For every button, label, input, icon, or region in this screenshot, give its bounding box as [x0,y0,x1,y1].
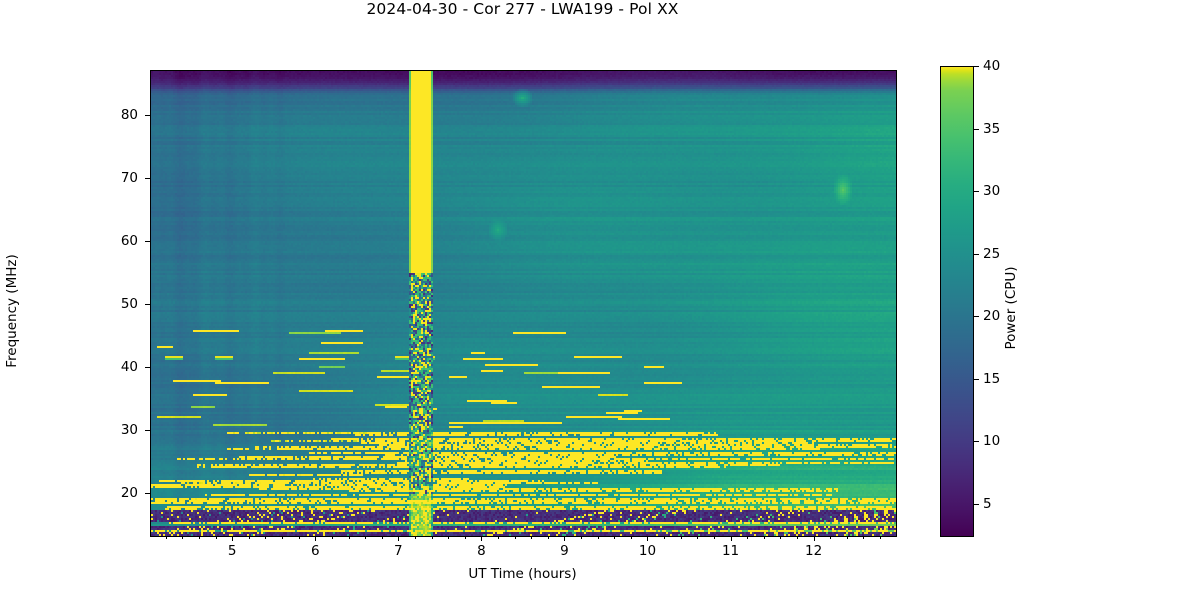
x-tick-major [647,536,649,541]
x-tick-minor [880,536,882,539]
colorbar-tick-label: 40 [983,58,1001,74]
y-tick-label: 40 [120,359,138,376]
y-tick-label: 80 [120,107,138,124]
x-tick-minor [248,536,250,539]
colorbar-tick-label: 15 [983,370,1001,387]
colorbar-tick-label: 35 [983,120,1001,137]
x-tick-major [564,536,566,541]
colorbar-tick [974,128,979,130]
x-tick-major [813,536,815,541]
x-tick-minor [431,536,433,539]
colorbar-tick [974,378,979,380]
x-tick-label: 12 [805,543,823,559]
x-tick-minor [464,536,466,539]
x-tick-label: 11 [721,543,740,559]
colorbar-tick [974,191,979,193]
colorbar [940,66,974,537]
y-tick-major [145,430,150,432]
x-tick-minor [863,536,865,539]
x-tick-minor [199,536,200,539]
y-tick-major [145,241,150,243]
x-tick-minor [497,536,499,539]
spectrogram-pixels [151,71,896,536]
x-tick-minor [664,536,666,539]
x-tick-minor [597,536,599,539]
x-tick-minor [830,536,832,539]
x-tick-minor [780,536,782,539]
colorbar-tick-label: 5 [983,495,992,512]
x-tick-minor [713,536,715,539]
y-tick-label: 20 [120,485,138,502]
x-tick-minor [630,536,632,539]
x-tick-minor [265,536,267,539]
x-tick-major [232,536,234,541]
x-tick-label: 8 [477,543,486,559]
x-tick-label: 7 [394,543,403,559]
x-tick-minor [531,536,533,539]
y-tick-major [145,367,150,369]
x-tick-major [398,536,400,541]
x-tick-label: 10 [638,543,657,559]
x-tick-minor [165,536,167,539]
y-tick-label: 60 [120,233,138,250]
y-tick-label: 70 [120,170,138,187]
y-tick-label: 50 [120,296,138,313]
x-tick-label: 5 [227,543,237,559]
x-tick-minor [680,536,682,539]
y-tick-major [145,493,150,495]
x-tick-minor [697,536,699,539]
x-tick-minor [331,536,333,539]
x-tick-minor [763,536,765,539]
x-tick-minor [381,536,383,539]
x-tick-minor [348,536,350,539]
x-tick-major [730,536,732,541]
colorbar-tick [974,441,979,443]
x-tick-major [315,536,317,541]
x-tick-major [481,536,483,541]
x-tick-minor [182,536,184,539]
x-tick-label: 9 [560,543,569,559]
x-tick-minor [581,536,583,539]
colorbar-tick [974,66,979,67]
y-tick-major [145,304,150,306]
x-tick-minor [796,536,798,539]
x-tick-minor [747,536,749,539]
colorbar-tick [974,503,979,505]
x-tick-minor [414,536,416,539]
y-tick-major [145,178,150,180]
x-tick-minor [298,536,300,539]
x-tick-minor [215,536,217,539]
x-tick-label: 6 [310,543,320,559]
spectrogram-image [151,71,896,536]
colorbar-tick-label: 20 [983,308,1001,325]
colorbar-tick-label: 30 [983,183,1001,200]
y-tick-major [145,115,150,117]
colorbar-tick-label: 25 [983,245,1001,262]
spectrogram-axes [150,70,897,537]
x-axis-label: UT Time (hours) [468,566,577,582]
colorbar-label: Power (CPU) [1003,266,1019,350]
x-tick-minor [514,536,516,539]
colorbar-tick [974,316,979,318]
x-tick-minor [547,536,549,539]
x-tick-minor [448,536,450,539]
y-axis-label: Frequency (MHz) [4,254,20,368]
plot-title: 2024-04-30 - Cor 277 - LWA199 - Pol XX [366,0,679,18]
colorbar-tick-label: 10 [983,433,1001,450]
x-tick-minor [614,536,616,539]
x-tick-minor [365,536,367,539]
x-tick-minor [846,536,848,539]
y-tick-label: 30 [120,422,138,439]
x-tick-minor [282,536,284,539]
colorbar-tick [974,253,979,255]
